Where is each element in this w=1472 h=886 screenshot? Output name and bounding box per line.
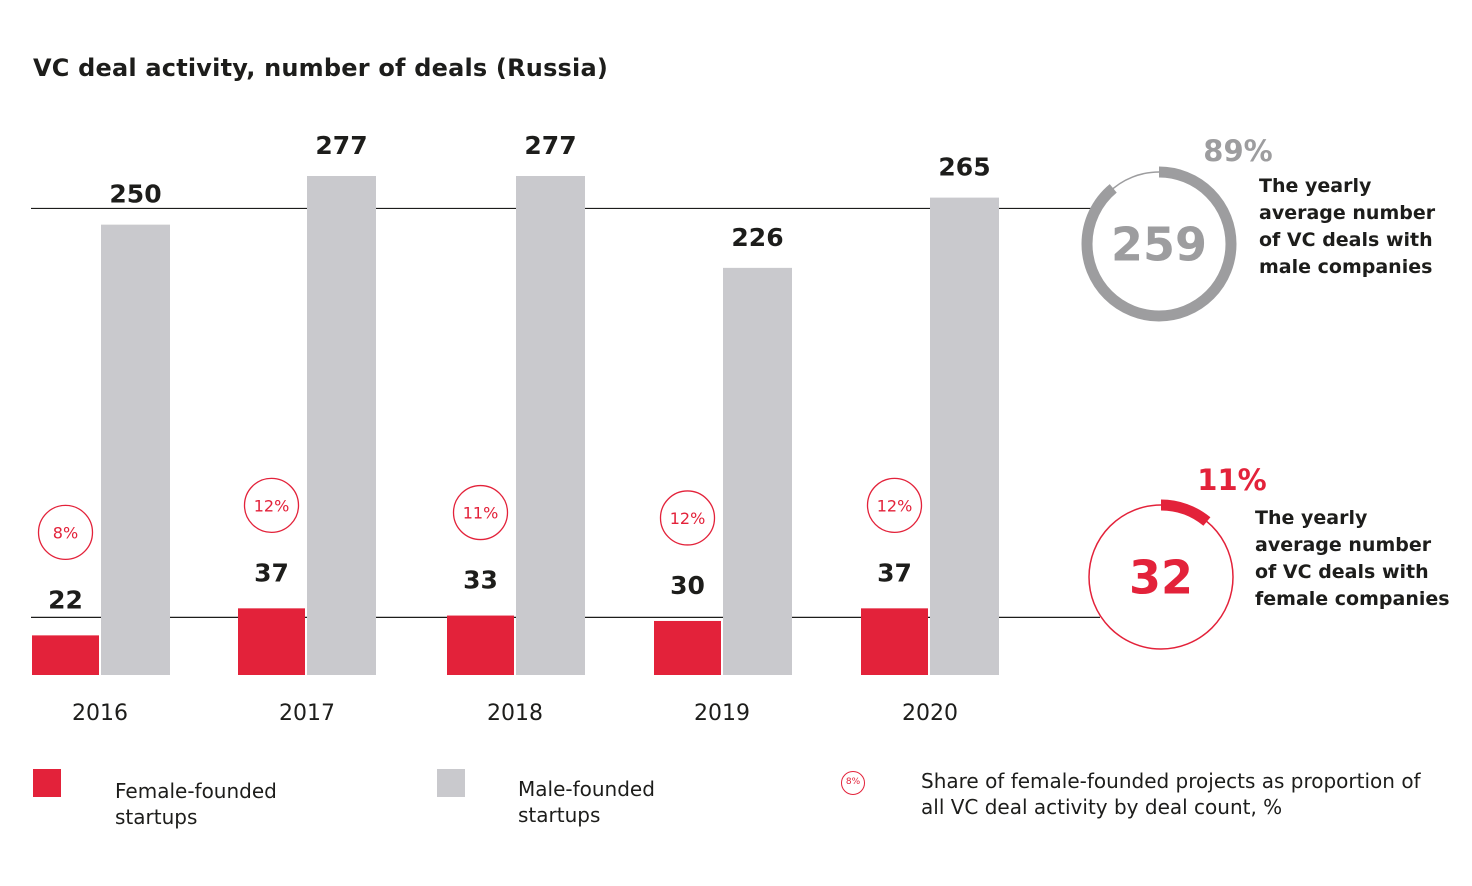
legend-male-label: Male-founded startups [518, 777, 655, 827]
male-average-value: 259 [1111, 218, 1207, 272]
male-share-arc [1081, 166, 1237, 322]
share-label-2018: 11% [463, 504, 499, 523]
value-label-female-2019: 30 [670, 571, 705, 600]
legend-female-swatch [33, 769, 61, 797]
bar-female-2017 [238, 608, 305, 675]
x-tick-label-2019: 2019 [694, 701, 750, 726]
legend-male-swatch [437, 769, 465, 797]
share-badge-2018 [452, 484, 509, 541]
share-label-2016: 8% [53, 523, 78, 542]
bar-female-2019 [654, 620, 721, 675]
x-tick-label-2020: 2020 [902, 701, 958, 726]
bar-female-2018 [447, 615, 514, 675]
bar-male-2018 [516, 176, 585, 675]
chart-title: VC deal activity, number of deals (Russi… [33, 54, 609, 82]
value-label-male-2020: 265 [938, 153, 990, 182]
male-average-description: The yearly average number of VC deals wi… [1259, 175, 1436, 278]
bar-male-2020 [930, 197, 999, 676]
share-badge-2020 [866, 477, 923, 533]
legend-share-description: Share of female-founded projects as prop… [921, 769, 1421, 819]
bar-male-2016 [101, 224, 170, 676]
value-label-male-2016: 250 [109, 180, 161, 209]
value-label-female-2020: 37 [877, 558, 912, 587]
x-tick-label-2016: 2016 [72, 701, 128, 726]
male-share-value: 89% [1203, 134, 1272, 168]
share-label-2020: 12% [877, 496, 913, 515]
value-label-male-2018: 277 [524, 131, 576, 160]
share-label-2017: 12% [254, 496, 290, 515]
bar-male-2019 [723, 267, 792, 675]
female-share-value: 11% [1197, 463, 1266, 497]
x-tick-label-2017: 2017 [279, 701, 335, 726]
female-share-arc [1083, 499, 1239, 655]
x-tick-label-2018: 2018 [487, 701, 543, 726]
bar-female-2020 [861, 608, 928, 675]
share-label-2019: 12% [670, 509, 706, 528]
legend-share-badge: 8% [841, 771, 865, 795]
value-label-female-2017: 37 [254, 558, 289, 587]
value-label-female-2016: 22 [48, 585, 83, 614]
value-label-male-2019: 226 [731, 223, 783, 252]
bar-male-2017 [307, 176, 376, 675]
value-label-male-2017: 277 [315, 131, 367, 160]
share-badge-2017 [243, 477, 300, 533]
female-average-value: 32 [1129, 551, 1193, 605]
share-badge-2016 [37, 504, 94, 561]
bar-female-2016 [32, 635, 99, 675]
female-average-description: The yearly average number of VC deals wi… [1255, 507, 1450, 610]
value-label-female-2018: 33 [463, 566, 498, 595]
share-badge-2019 [659, 490, 716, 546]
legend-female-label: Female-founded startups [115, 779, 277, 829]
